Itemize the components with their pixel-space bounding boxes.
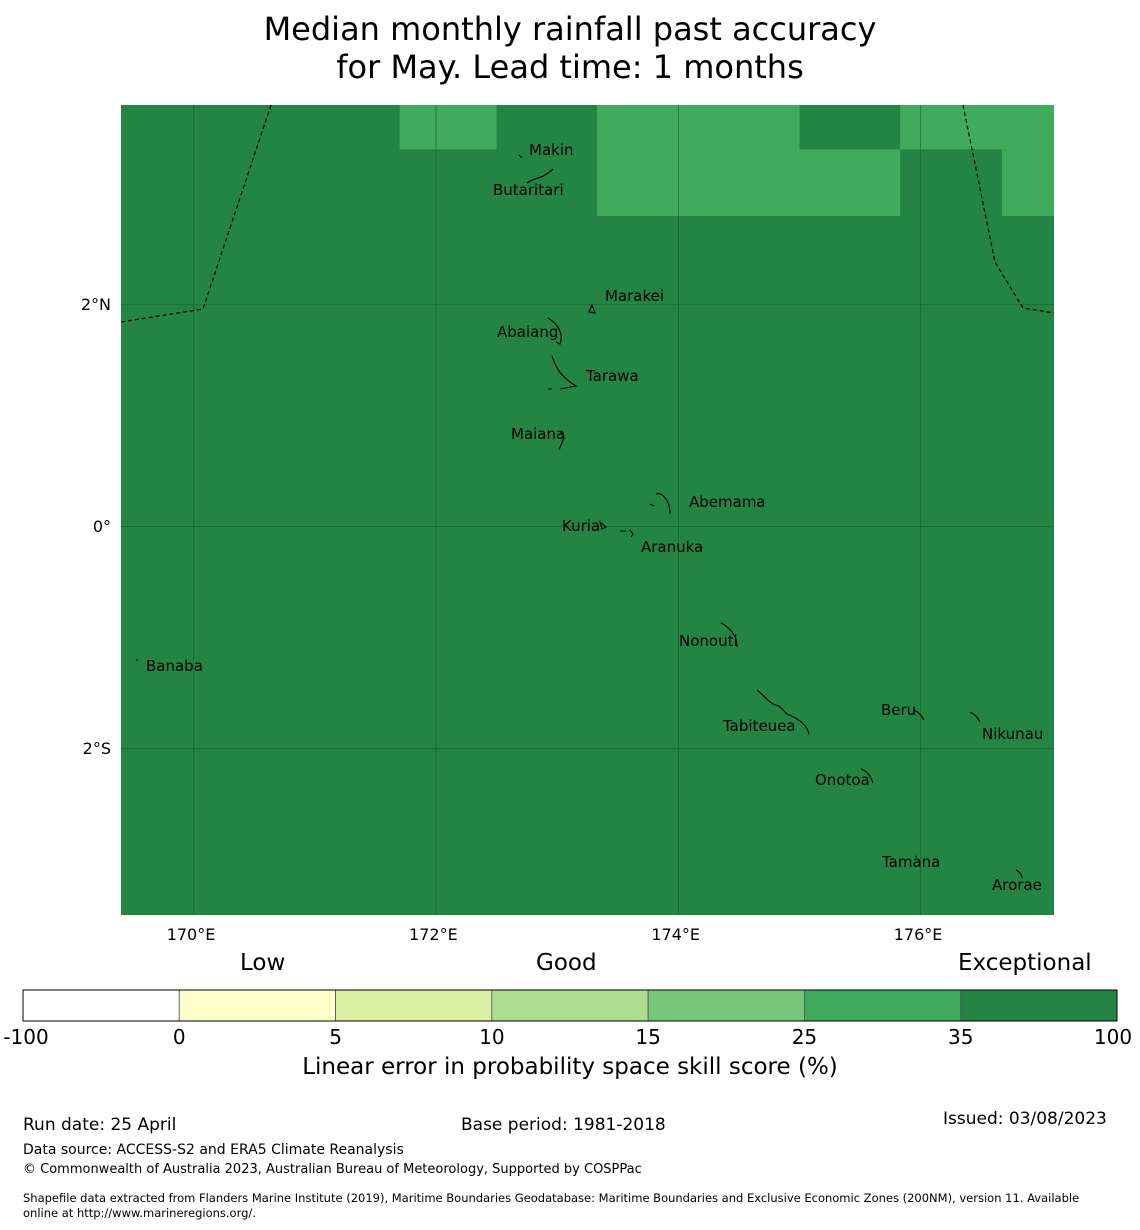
island-outline-butaritari (526, 168, 554, 184)
colorbar-tick-label: 0 (172, 1025, 186, 1049)
lat-tick-label--2: 2°S (82, 738, 111, 758)
lon-tick-label-172: 172°E (409, 925, 458, 944)
island-label-butaritari: Butaritari (493, 181, 564, 199)
colorbar-tick-label: 100 (1093, 1025, 1133, 1049)
colorbar-segment-0 (22, 989, 180, 1022)
map-background-field (121, 105, 1054, 915)
island-label-nonouti: Nonouti (679, 632, 738, 650)
skill-cell-3 (900, 105, 1054, 150)
lon-tick-label-174: 174°E (651, 925, 701, 944)
issued-date: Issued: 03/08/2023 (943, 1109, 1107, 1129)
island-label-arorae: Arorae (992, 876, 1042, 894)
colorbar-tick-label: 25 (791, 1025, 818, 1049)
island-outline-aranuka (620, 529, 634, 538)
colorbar-segment-3 (491, 989, 649, 1022)
colorbar-label-low: Low (240, 950, 286, 976)
colorbar-tick-label: 10 (479, 1025, 505, 1049)
island-label-abaiang: Abaiang (497, 323, 558, 341)
colorbar-segment-5 (804, 989, 962, 1022)
colorbar-tick-label: 15 (635, 1025, 661, 1049)
colorbar-segment-1 (178, 989, 336, 1022)
island-label-tarawa: Tarawa (585, 367, 639, 385)
lon-tick-label-170: 170°E (166, 925, 216, 944)
island-outline-kuria (598, 520, 607, 530)
island-label-kuria: Kuria (562, 517, 600, 535)
island-outline-maiana (558, 431, 565, 451)
run-date: Run date: 25 April (23, 1115, 177, 1135)
island-outline-tabiteuea (756, 689, 810, 735)
skill-cell-2 (799, 149, 901, 216)
island-outline-arorae (1015, 869, 1023, 879)
colorbar-label-good: Good (536, 950, 597, 976)
colorbar-tick-label: 5 (329, 1025, 342, 1049)
skill-cell-0 (399, 105, 497, 150)
copyright: © Commonwealth of Australia 2023, Austra… (23, 1162, 642, 1177)
shapefile-credit-line-2: online at http://www.marineregions.org/. (23, 1206, 256, 1220)
eez-boundary-east (962, 104, 1055, 314)
skill-cell-1 (597, 105, 800, 216)
data-source: Data source: ACCESS-S2 and ERA5 Climate … (23, 1142, 404, 1158)
island-label-tabiteuea: Tabiteuea (722, 717, 796, 735)
chart-title: Median monthly rainfall past accuracy fo… (0, 10, 1140, 86)
island-outline-nikunau (969, 711, 981, 723)
island-label-makin: Makin (529, 141, 574, 159)
island-outline-tamana (914, 855, 918, 858)
skill-cell-4 (1001, 149, 1054, 216)
shapefile-credit-line-1: Shapefile data extracted from Flanders M… (23, 1191, 1080, 1205)
title-line-2: for May. Lead time: 1 months (336, 48, 804, 86)
base-period: Base period: 1981-2018 (461, 1115, 666, 1135)
lat-tick-label-0: 0° (92, 516, 111, 536)
island-label-banaba: Banaba (146, 657, 203, 675)
island-outline-marakei (588, 303, 596, 314)
island-label-onotoa: Onotoa (815, 771, 870, 789)
colorbar-segment-2 (335, 989, 493, 1022)
eez-boundary-west (120, 104, 272, 323)
island-label-nikunau: Nikunau (982, 725, 1043, 743)
colorbar-segment-4 (647, 989, 805, 1022)
colorbar-title: Linear error in probability space skill … (302, 1054, 838, 1080)
island-outline-abaiang (547, 317, 562, 345)
island-outline-beru (913, 709, 925, 721)
island-outline-abemama (649, 493, 671, 515)
island-outline-tarawa (548, 355, 578, 390)
island-label-abemama: Abemama (689, 493, 766, 511)
lat-tick-label-2: 2°N (80, 294, 111, 314)
island-outline-makin (518, 154, 523, 159)
colorbar-segment-6 (960, 989, 1118, 1022)
colorbar-label-exceptional: Exceptional (958, 950, 1092, 976)
lon-tick-label-176: 176°E (893, 925, 943, 944)
island-outline-nonouti (720, 622, 738, 648)
island-label-marakei: Marakei (605, 287, 664, 305)
island-label-maiana: Maiana (511, 425, 565, 443)
colorbar-tick-label: 35 (947, 1025, 974, 1049)
colorbar-frame (22, 989, 1118, 1022)
title-line-1: Median monthly rainfall past accuracy (263, 10, 877, 48)
island-label-aranuka: Aranuka (641, 538, 703, 556)
island-outline-onotoa (860, 768, 874, 784)
island-label-beru: Beru (881, 701, 916, 719)
island-label-tamana: Tamana (881, 853, 940, 871)
colorbar-tick-label: -100 (3, 1025, 49, 1049)
